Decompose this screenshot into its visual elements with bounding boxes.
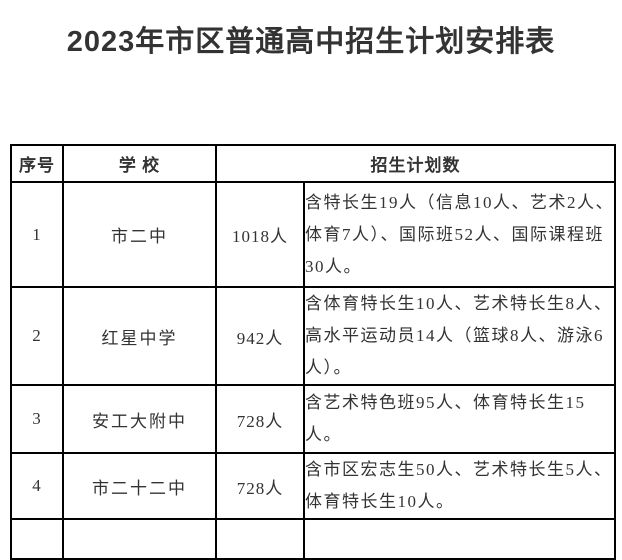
- cell-notes: 含市区宏志生50人、艺术特长生5人、体育特长生10人。: [303, 452, 616, 520]
- column-header-no: 序号: [10, 144, 64, 183]
- cell-notes: 含特长生19人（信息10人、艺术2人、体育7人）、国际班52人、国际课程班30人…: [303, 181, 616, 288]
- cell-count: 942人: [215, 286, 305, 386]
- cell-empty: [303, 518, 616, 560]
- cell-school: 市二十二中: [62, 452, 217, 520]
- cell-empty: [62, 518, 217, 560]
- cell-count: 728人: [215, 384, 305, 454]
- cell-no: 2: [10, 286, 64, 386]
- table-row: 2 红星中学 942人 含体育特长生10人、艺术特长生8人、高水平运动员14人（…: [10, 286, 616, 386]
- table-row: 1 市二中 1018人 含特长生19人（信息10人、艺术2人、体育7人）、国际班…: [10, 181, 616, 288]
- cell-no: 3: [10, 384, 64, 454]
- column-header-plan: 招生计划数: [215, 144, 616, 183]
- table-row: 3 安工大附中 728人 含艺术特色班95人、体育特长生15人。: [10, 384, 616, 454]
- cell-school: 红星中学: [62, 286, 217, 386]
- cell-empty: [10, 518, 64, 560]
- cell-no: 1: [10, 181, 64, 288]
- document-page: 2023年市区普通高中招生计划安排表 序号 学 校 招生计划数 1 市二中 10…: [0, 24, 622, 560]
- table-header-row: 序号 学 校 招生计划数: [10, 144, 616, 183]
- cell-count: 1018人: [215, 181, 305, 288]
- cell-no: 4: [10, 452, 64, 520]
- cell-empty: [215, 518, 305, 560]
- column-header-school: 学 校: [62, 144, 217, 183]
- cell-school: 安工大附中: [62, 384, 217, 454]
- table-row: 4 市二十二中 728人 含市区宏志生50人、艺术特长生5人、体育特长生10人。: [10, 452, 616, 520]
- page-title: 2023年市区普通高中招生计划安排表: [66, 26, 556, 58]
- table-row-clipped: [10, 518, 616, 560]
- enrollment-plan-table: 序号 学 校 招生计划数 1 市二中 1018人 含特长生19人（信息10人、艺…: [10, 144, 616, 560]
- cell-notes: 含艺术特色班95人、体育特长生15人。: [303, 384, 616, 454]
- cell-notes: 含体育特长生10人、艺术特长生8人、高水平运动员14人（篮球8人、游泳6人）。: [303, 286, 616, 386]
- cell-count: 728人: [215, 452, 305, 520]
- cell-school: 市二中: [62, 181, 217, 288]
